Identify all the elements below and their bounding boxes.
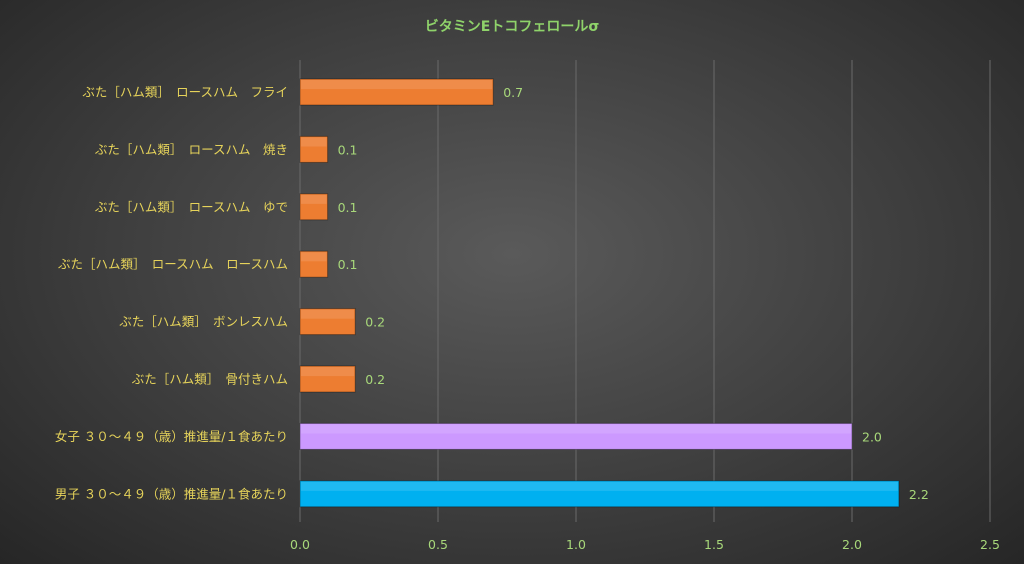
value-label: 0.2 [365, 372, 385, 387]
x-tick-label: 2.0 [842, 537, 862, 552]
bar-highlight [301, 424, 851, 434]
category-label: ぶた［ハム類］ ロースハム 焼き [95, 142, 288, 157]
bar [299, 193, 329, 221]
bar-highlight [301, 80, 493, 90]
x-tick-label: 0.0 [290, 537, 310, 552]
value-label: 0.1 [338, 142, 358, 157]
bar [299, 135, 329, 163]
category-label: ぶた［ハム類］ ロースハム フライ [82, 85, 288, 100]
gridlines [299, 60, 991, 522]
category-label: ぶた［ハム類］ ボンレスハム [119, 314, 288, 329]
value-label: 2.2 [909, 487, 929, 502]
x-tick-label: 1.0 [566, 537, 586, 552]
category-label: ぶた［ハム類］ ロースハム ロースハム [58, 257, 288, 272]
bar-highlight [301, 367, 355, 377]
bar-highlight [301, 194, 327, 204]
category-label: 女子 ３０〜４９（歳）推進量/１食あたり [55, 429, 288, 444]
x-axis-tick-labels: 0.0 0.5 1.0 1.5 2.0 2.5 [290, 537, 1000, 552]
x-tick-label: 2.5 [980, 537, 1000, 552]
bar [299, 308, 356, 336]
bar [299, 250, 329, 278]
bar-highlight [301, 481, 898, 491]
bar-highlight [301, 252, 327, 262]
x-tick-label: 1.5 [704, 537, 724, 552]
bar [299, 422, 853, 450]
value-labels: 0.7 0.1 0.1 0.1 0.2 0.2 2.0 2.2 [338, 85, 929, 502]
bar [299, 480, 900, 508]
bar-highlight [301, 137, 327, 147]
x-tick-label: 0.5 [428, 537, 448, 552]
value-label: 0.1 [338, 200, 358, 215]
bar-highlight [301, 309, 355, 319]
bar [299, 78, 494, 106]
bars [299, 78, 900, 508]
category-label: 男子 ３０〜４９（歳）推進量/１食あたり [55, 486, 288, 501]
category-label: ぶた［ハム類］ ロースハム ゆで [95, 199, 288, 214]
value-label: 0.7 [503, 85, 523, 100]
value-label: 0.2 [365, 315, 385, 330]
value-label: 2.0 [862, 429, 882, 444]
category-label: ぶた［ハム類］ 骨付きハム [132, 372, 288, 387]
chart-title: ビタミンEトコフェロールσ [425, 19, 600, 35]
bar [299, 365, 356, 393]
value-label: 0.1 [338, 257, 358, 272]
